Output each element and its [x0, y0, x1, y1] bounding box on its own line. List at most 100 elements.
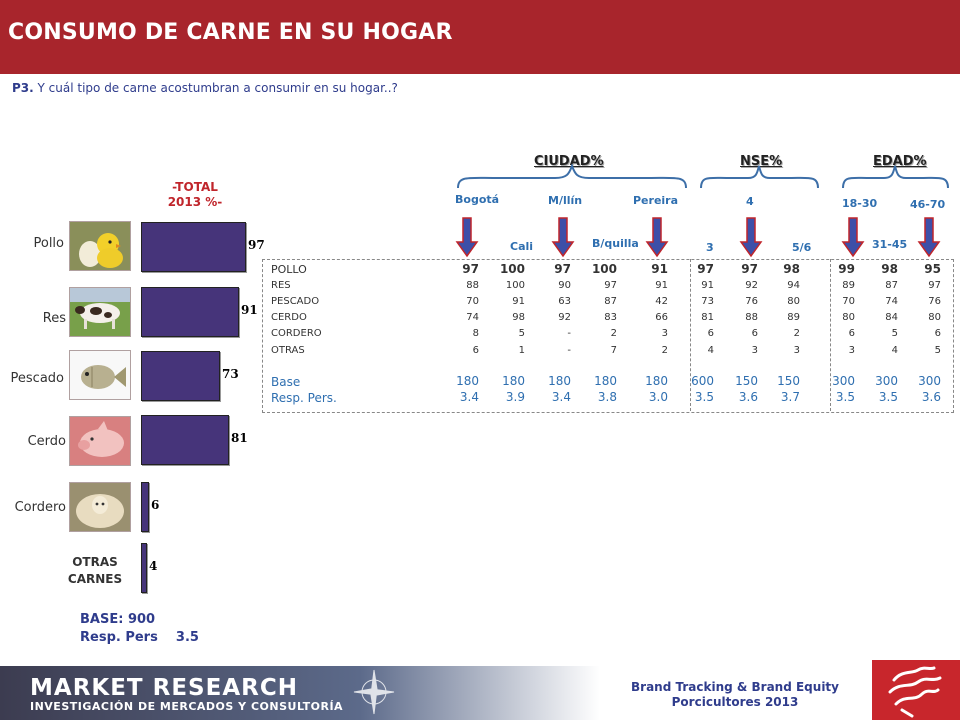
table-cell: 89: [787, 312, 800, 323]
compass-icon: [353, 669, 395, 715]
header-bar: CONSUMO DE CARNE EN SU HOGAR: [0, 0, 960, 74]
question-prefix: P3.: [12, 81, 34, 95]
table-cell: 3: [848, 345, 855, 356]
table-cell: 150: [735, 374, 758, 388]
col-header-31-45: 31-45: [872, 238, 908, 251]
arrow-icon: [455, 217, 479, 258]
arrow-icon: [841, 217, 865, 258]
category-label-res: Res: [42, 311, 66, 326]
base-count: BASE: 900: [80, 612, 156, 627]
bar-otras-carnes: [141, 543, 147, 593]
table-cell: 300: [875, 374, 898, 388]
table-cell: 42: [655, 296, 668, 307]
table-cell: 3.4: [551, 390, 571, 404]
col-header-medellin: M/llín: [548, 194, 583, 207]
bar-pollo: [141, 222, 246, 272]
table-row-label: RES: [271, 280, 291, 291]
table-row-label: CERDO: [271, 312, 307, 323]
bar-value-label: 6: [151, 498, 160, 512]
table-cell: 300: [918, 374, 941, 388]
brace-ciudad: [457, 164, 687, 189]
table-row-label: POLLO: [271, 263, 307, 276]
table-cell: 5: [518, 328, 525, 339]
bar-value-label: 91: [241, 303, 258, 317]
bar-res: [141, 287, 239, 337]
table-cell: 2: [661, 345, 668, 356]
table-cell: 98: [881, 262, 898, 276]
table-cell: 91: [651, 262, 668, 276]
table-cell: 88: [745, 312, 758, 323]
table-cell: 98: [512, 312, 525, 323]
table-cell: 3.8: [597, 390, 617, 404]
brace-edad: [842, 165, 949, 189]
brand-subtitle: INVESTIGACIÓN DE MERCADOS Y CONSULTORÍA: [30, 700, 344, 713]
company-logo: [872, 660, 960, 720]
table-cell: 87: [604, 296, 617, 307]
table-cell: 94: [787, 280, 800, 291]
total-chart-title: -TOTAL 2013 %-: [167, 180, 223, 209]
bar-value-label: 4: [149, 559, 158, 573]
table-cell: 180: [594, 374, 617, 388]
table-cell: 3.7: [780, 390, 800, 404]
table-cell: 3.6: [921, 390, 941, 404]
table-cell: 180: [456, 374, 479, 388]
table-cell: 2: [610, 328, 617, 339]
brand-title: MARKET RESEARCH: [30, 675, 298, 701]
base-resp-pers: Resp. Pers 3.5: [80, 630, 199, 645]
table-cell: 150: [777, 374, 800, 388]
table-cell: 180: [548, 374, 571, 388]
table-cell: 100: [505, 280, 525, 291]
table-cell: 70: [466, 296, 479, 307]
table-cell: -: [567, 328, 571, 339]
study-name: Brand Tracking & Brand Equity Porciculto…: [600, 680, 870, 710]
table-cell: 3: [793, 345, 800, 356]
question-body: Y cuál tipo de carne acostumbran a consu…: [37, 81, 398, 95]
category-label-cerdo: Cerdo: [27, 434, 66, 449]
table-cell: 90: [558, 280, 571, 291]
table-row-label: Resp. Pers.: [271, 391, 337, 405]
arrow-icon: [917, 217, 941, 258]
cow-photo: [69, 287, 131, 337]
table-cell: 3.0: [648, 390, 668, 404]
col-header-nse4: 4: [746, 195, 754, 208]
bar-cordero: [141, 482, 149, 532]
table-cell: 73: [701, 296, 714, 307]
arrow-icon: [645, 217, 669, 258]
category-label-pollo: Pollo: [33, 236, 64, 251]
table-row-label: PESCADO: [271, 296, 320, 307]
table-cell: 99: [838, 262, 855, 276]
table-cell: 3: [661, 328, 668, 339]
table-cell: 3.5: [835, 390, 855, 404]
bar-cerdo: [141, 415, 229, 465]
table-cell: 66: [655, 312, 668, 323]
table-divider: [690, 259, 691, 411]
page-title: CONSUMO DE CARNE EN SU HOGAR: [8, 20, 453, 45]
question-text: P3. Y cuál tipo de carne acostumbran a c…: [12, 81, 398, 95]
table-cell: 300: [832, 374, 855, 388]
study-line-2: Porcicultores 2013: [671, 695, 799, 709]
col-header-bogota: Bogotá: [455, 193, 500, 206]
col-header-barranquilla: B/quilla: [592, 237, 639, 250]
table-cell: 83: [604, 312, 617, 323]
table-cell: 92: [558, 312, 571, 323]
table-cell: 76: [745, 296, 758, 307]
group-header-ciudad: CIUDAD%: [534, 154, 604, 169]
table-cell: 3.5: [694, 390, 714, 404]
table-cell: 1: [518, 345, 525, 356]
study-line-1: Brand Tracking & Brand Equity: [631, 680, 839, 694]
table-cell: 97: [462, 262, 479, 276]
table-cell: 97: [697, 262, 714, 276]
table-cell: 97: [741, 262, 758, 276]
table-cell: 6: [472, 345, 479, 356]
group-header-edad: EDAD%: [873, 154, 927, 169]
table-cell: 100: [591, 262, 617, 276]
pig-photo: [69, 416, 131, 466]
category-label-pescado: Pescado: [10, 371, 64, 386]
table-cell: 80: [842, 312, 855, 323]
table-cell: 600: [691, 374, 714, 388]
table-cell: 76: [928, 296, 941, 307]
bar-value-label: 97: [248, 238, 265, 252]
table-cell: 74: [885, 296, 898, 307]
category-label-otras: OTRAS CARNES: [67, 555, 123, 586]
table-cell: 84: [885, 312, 898, 323]
